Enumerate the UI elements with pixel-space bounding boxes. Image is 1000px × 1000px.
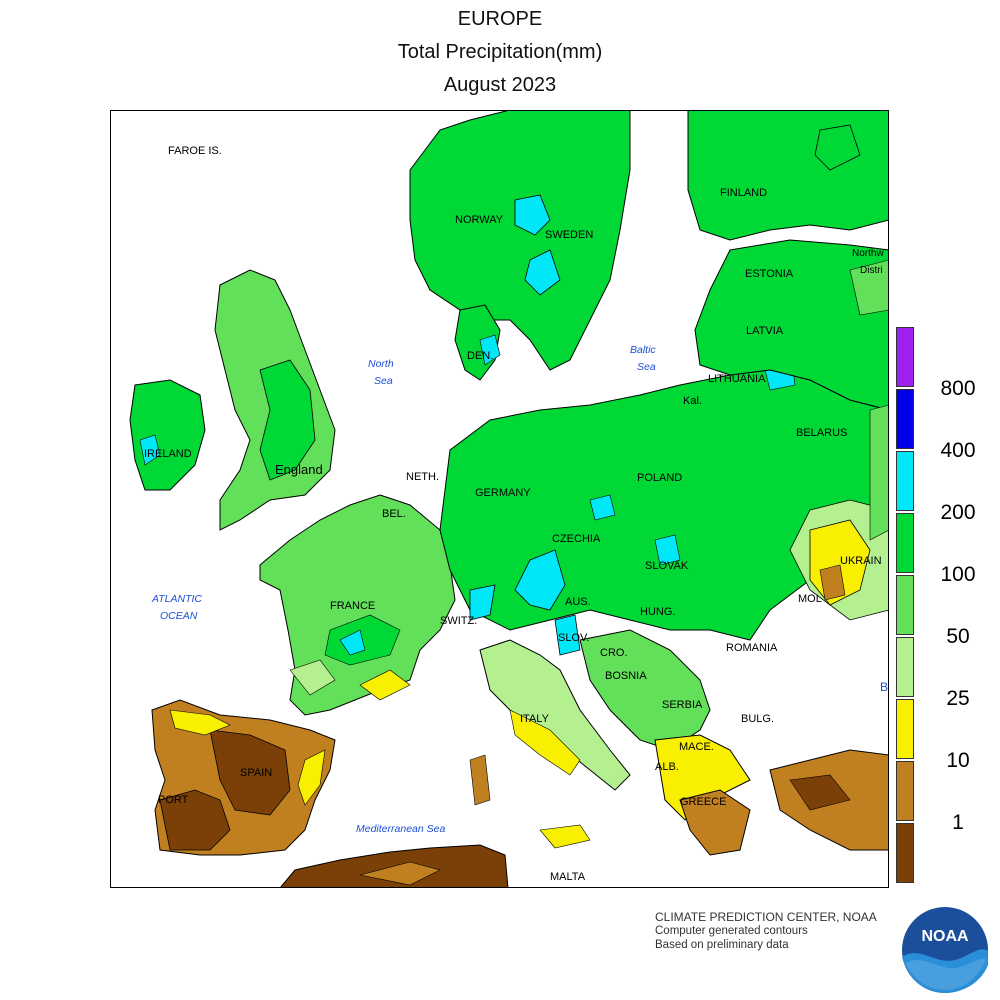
label-belarus: BELARUS — [796, 427, 847, 439]
label-slov: SLOV. — [558, 632, 589, 644]
precipitation-map: FAROE IS. NORWAY SWEDEN FINLAND ESTONIA … — [110, 110, 889, 888]
label-latvia: LATVIA — [746, 325, 784, 337]
label-distri: Distri — [860, 265, 883, 276]
label-b: B — [880, 680, 888, 694]
legend-swatch — [896, 761, 914, 821]
legend-label: 10 — [946, 749, 970, 772]
label-hung: HUNG. — [640, 606, 675, 618]
northern-europe-region — [409, 110, 889, 411]
label-north-sea-line2: Sea — [374, 375, 393, 387]
credit-line1: CLIMATE PREDICTION CENTER, NOAA — [655, 910, 877, 924]
label-atlantic-line2: OCEAN — [160, 610, 198, 622]
northeast-edge-region — [869, 404, 889, 541]
label-alb: ALB. — [655, 761, 679, 773]
noaa-logo-text: NOAA — [921, 928, 969, 945]
label-bosnia: BOSNIA — [605, 670, 647, 682]
label-bulg: BULG. — [741, 713, 774, 725]
label-neth: NETH. — [406, 471, 439, 483]
label-bel: BEL. — [382, 508, 406, 520]
legend-swatch — [896, 823, 914, 883]
map-frame — [110, 110, 889, 888]
label-spain: SPAIN — [240, 767, 272, 779]
credit-line3: Based on preliminary data — [655, 939, 789, 951]
label-norway: NORWAY — [455, 214, 504, 226]
southern-europe-region — [469, 629, 889, 856]
label-northw: Northw — [852, 248, 884, 259]
map-variable-title: Total Precipitation(mm) — [397, 41, 603, 63]
label-med-sea: Mediterranean Sea — [356, 823, 445, 835]
label-den: DEN. — [467, 350, 493, 362]
legend-swatch — [896, 513, 914, 573]
legend-swatch — [896, 327, 914, 387]
credit-line2: Computer generated contours — [655, 925, 808, 937]
label-estonia: ESTONIA — [745, 268, 794, 280]
legend-label: 50 — [946, 625, 970, 648]
legend-label: 800 — [940, 377, 976, 400]
label-romania: ROMANIA — [726, 642, 778, 654]
legend-swatch — [896, 451, 914, 511]
map-region-title: EUROPE — [457, 8, 543, 30]
legend-label: 100 — [940, 563, 976, 586]
label-malta: MALTA — [550, 871, 586, 883]
label-north-sea-line1: North — [368, 358, 394, 370]
france-region — [259, 494, 456, 716]
legend-swatch — [896, 389, 914, 449]
label-serbia: SERBIA — [662, 699, 703, 711]
label-england: England — [275, 462, 323, 477]
legend-label: 25 — [946, 687, 970, 710]
iberia-region — [151, 699, 336, 856]
label-lithuania: LITHUANIA — [708, 373, 766, 385]
label-port: PORT — [158, 794, 189, 806]
label-poland: POLAND — [637, 472, 682, 484]
label-finland: FINLAND — [720, 187, 767, 199]
label-kal: Kal. — [683, 395, 702, 407]
label-mol: MOL — [798, 593, 822, 605]
label-italy: ITALY — [520, 713, 550, 725]
label-france: FRANCE — [330, 600, 375, 612]
label-sweden: SWEDEN — [545, 229, 593, 241]
label-mace: MACE. — [679, 741, 714, 753]
legend-label: 400 — [940, 439, 976, 462]
british-isles-region — [129, 269, 336, 531]
legend: 800 400 200 100 50 25 10 1 — [896, 327, 1000, 887]
label-aus: AUS. — [565, 596, 591, 608]
label-slovak: SLOVAK — [645, 560, 689, 572]
label-greece: GREECE — [680, 796, 726, 808]
noaa-logo: NOAA — [902, 907, 988, 993]
legend-swatch — [896, 699, 914, 759]
label-germany: GERMANY — [475, 487, 531, 499]
label-ukraine: UKRAIN — [840, 555, 882, 567]
label-czechia: CZECHIA — [552, 533, 601, 545]
label-faroe: FAROE IS. — [168, 145, 222, 157]
label-baltic-line2: Sea — [637, 361, 656, 373]
legend-swatch — [896, 575, 914, 635]
legend-swatch — [896, 637, 914, 697]
label-baltic-line1: Baltic — [630, 344, 656, 356]
north-africa-region — [279, 844, 509, 888]
label-switz: SWITZ. — [440, 615, 477, 627]
label-atlantic-line1: ATLANTIC — [151, 593, 202, 605]
legend-label: 1 — [952, 811, 964, 834]
label-ireland: IRELAND — [144, 448, 192, 460]
legend-label: 200 — [940, 501, 976, 524]
map-period-title: August 2023 — [443, 74, 557, 96]
label-cro: CRO. — [600, 647, 628, 659]
